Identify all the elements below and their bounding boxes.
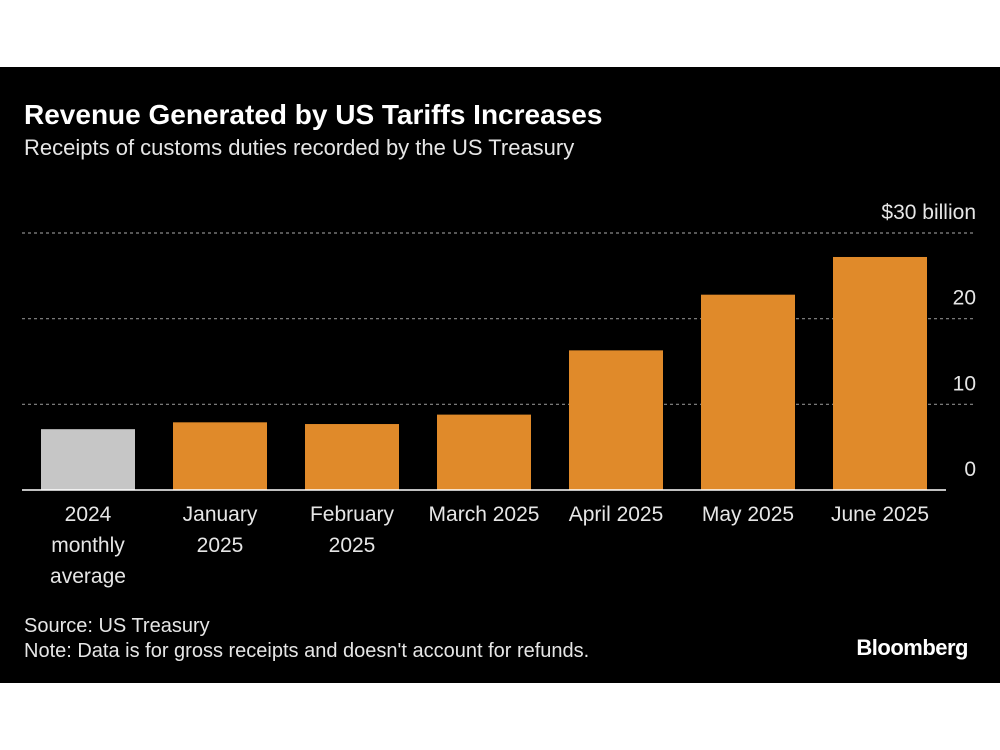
- category-label: 2024 monthly average: [50, 503, 126, 588]
- bar-chart: 0 10 20 $30 billion 2024 monthly average Janua…: [22, 201, 976, 588]
- y-tick-label: $30 billion: [881, 201, 976, 224]
- category-label: January 2025: [183, 503, 258, 557]
- category-label-line: 2025: [329, 534, 376, 557]
- bar: [173, 422, 267, 490]
- source-text: Source: US Treasury: [24, 615, 210, 637]
- category-label-line: average: [50, 565, 126, 588]
- category-label: May 2025: [702, 503, 794, 526]
- bar: [41, 429, 135, 490]
- category-label-line: April 2025: [569, 503, 664, 526]
- category-label: March 2025: [429, 503, 540, 526]
- category-label-line: June 2025: [831, 503, 929, 526]
- y-tick-label: 20: [953, 287, 976, 310]
- category-label: February 2025: [310, 503, 395, 557]
- y-tick-label: 0: [964, 458, 976, 481]
- chart-title: Revenue Generated by US Tariffs Increase…: [24, 99, 603, 130]
- bar: [833, 256, 927, 490]
- category-label-line: January: [183, 503, 258, 526]
- category-label-line: February: [310, 503, 395, 526]
- chart-subtitle: Receipts of customs duties recorded by t…: [24, 135, 575, 160]
- category-labels: 2024 monthly average January 2025 February 202…: [50, 503, 929, 588]
- y-tick-labels: 0 10 20 $30 billion: [881, 201, 976, 481]
- grid-lines: [22, 232, 976, 405]
- bar: [437, 414, 531, 490]
- bar: [569, 350, 663, 490]
- category-label: June 2025: [831, 503, 929, 526]
- y-tick-label: 10: [953, 372, 976, 395]
- bar: [701, 294, 795, 490]
- bars: [41, 256, 927, 490]
- bar: [305, 424, 399, 490]
- category-label-line: monthly: [51, 534, 125, 557]
- bloomberg-logo: Bloomberg: [856, 635, 968, 660]
- note-text: Note: Data is for gross receipts and doe…: [24, 640, 590, 662]
- category-label-line: 2024: [65, 503, 112, 526]
- category-label: April 2025: [569, 503, 664, 526]
- category-label-line: 2025: [197, 534, 244, 557]
- chart-card: Revenue Generated by US Tariffs Increase…: [0, 67, 1000, 683]
- category-label-line: March 2025: [429, 503, 540, 526]
- category-label-line: May 2025: [702, 503, 794, 526]
